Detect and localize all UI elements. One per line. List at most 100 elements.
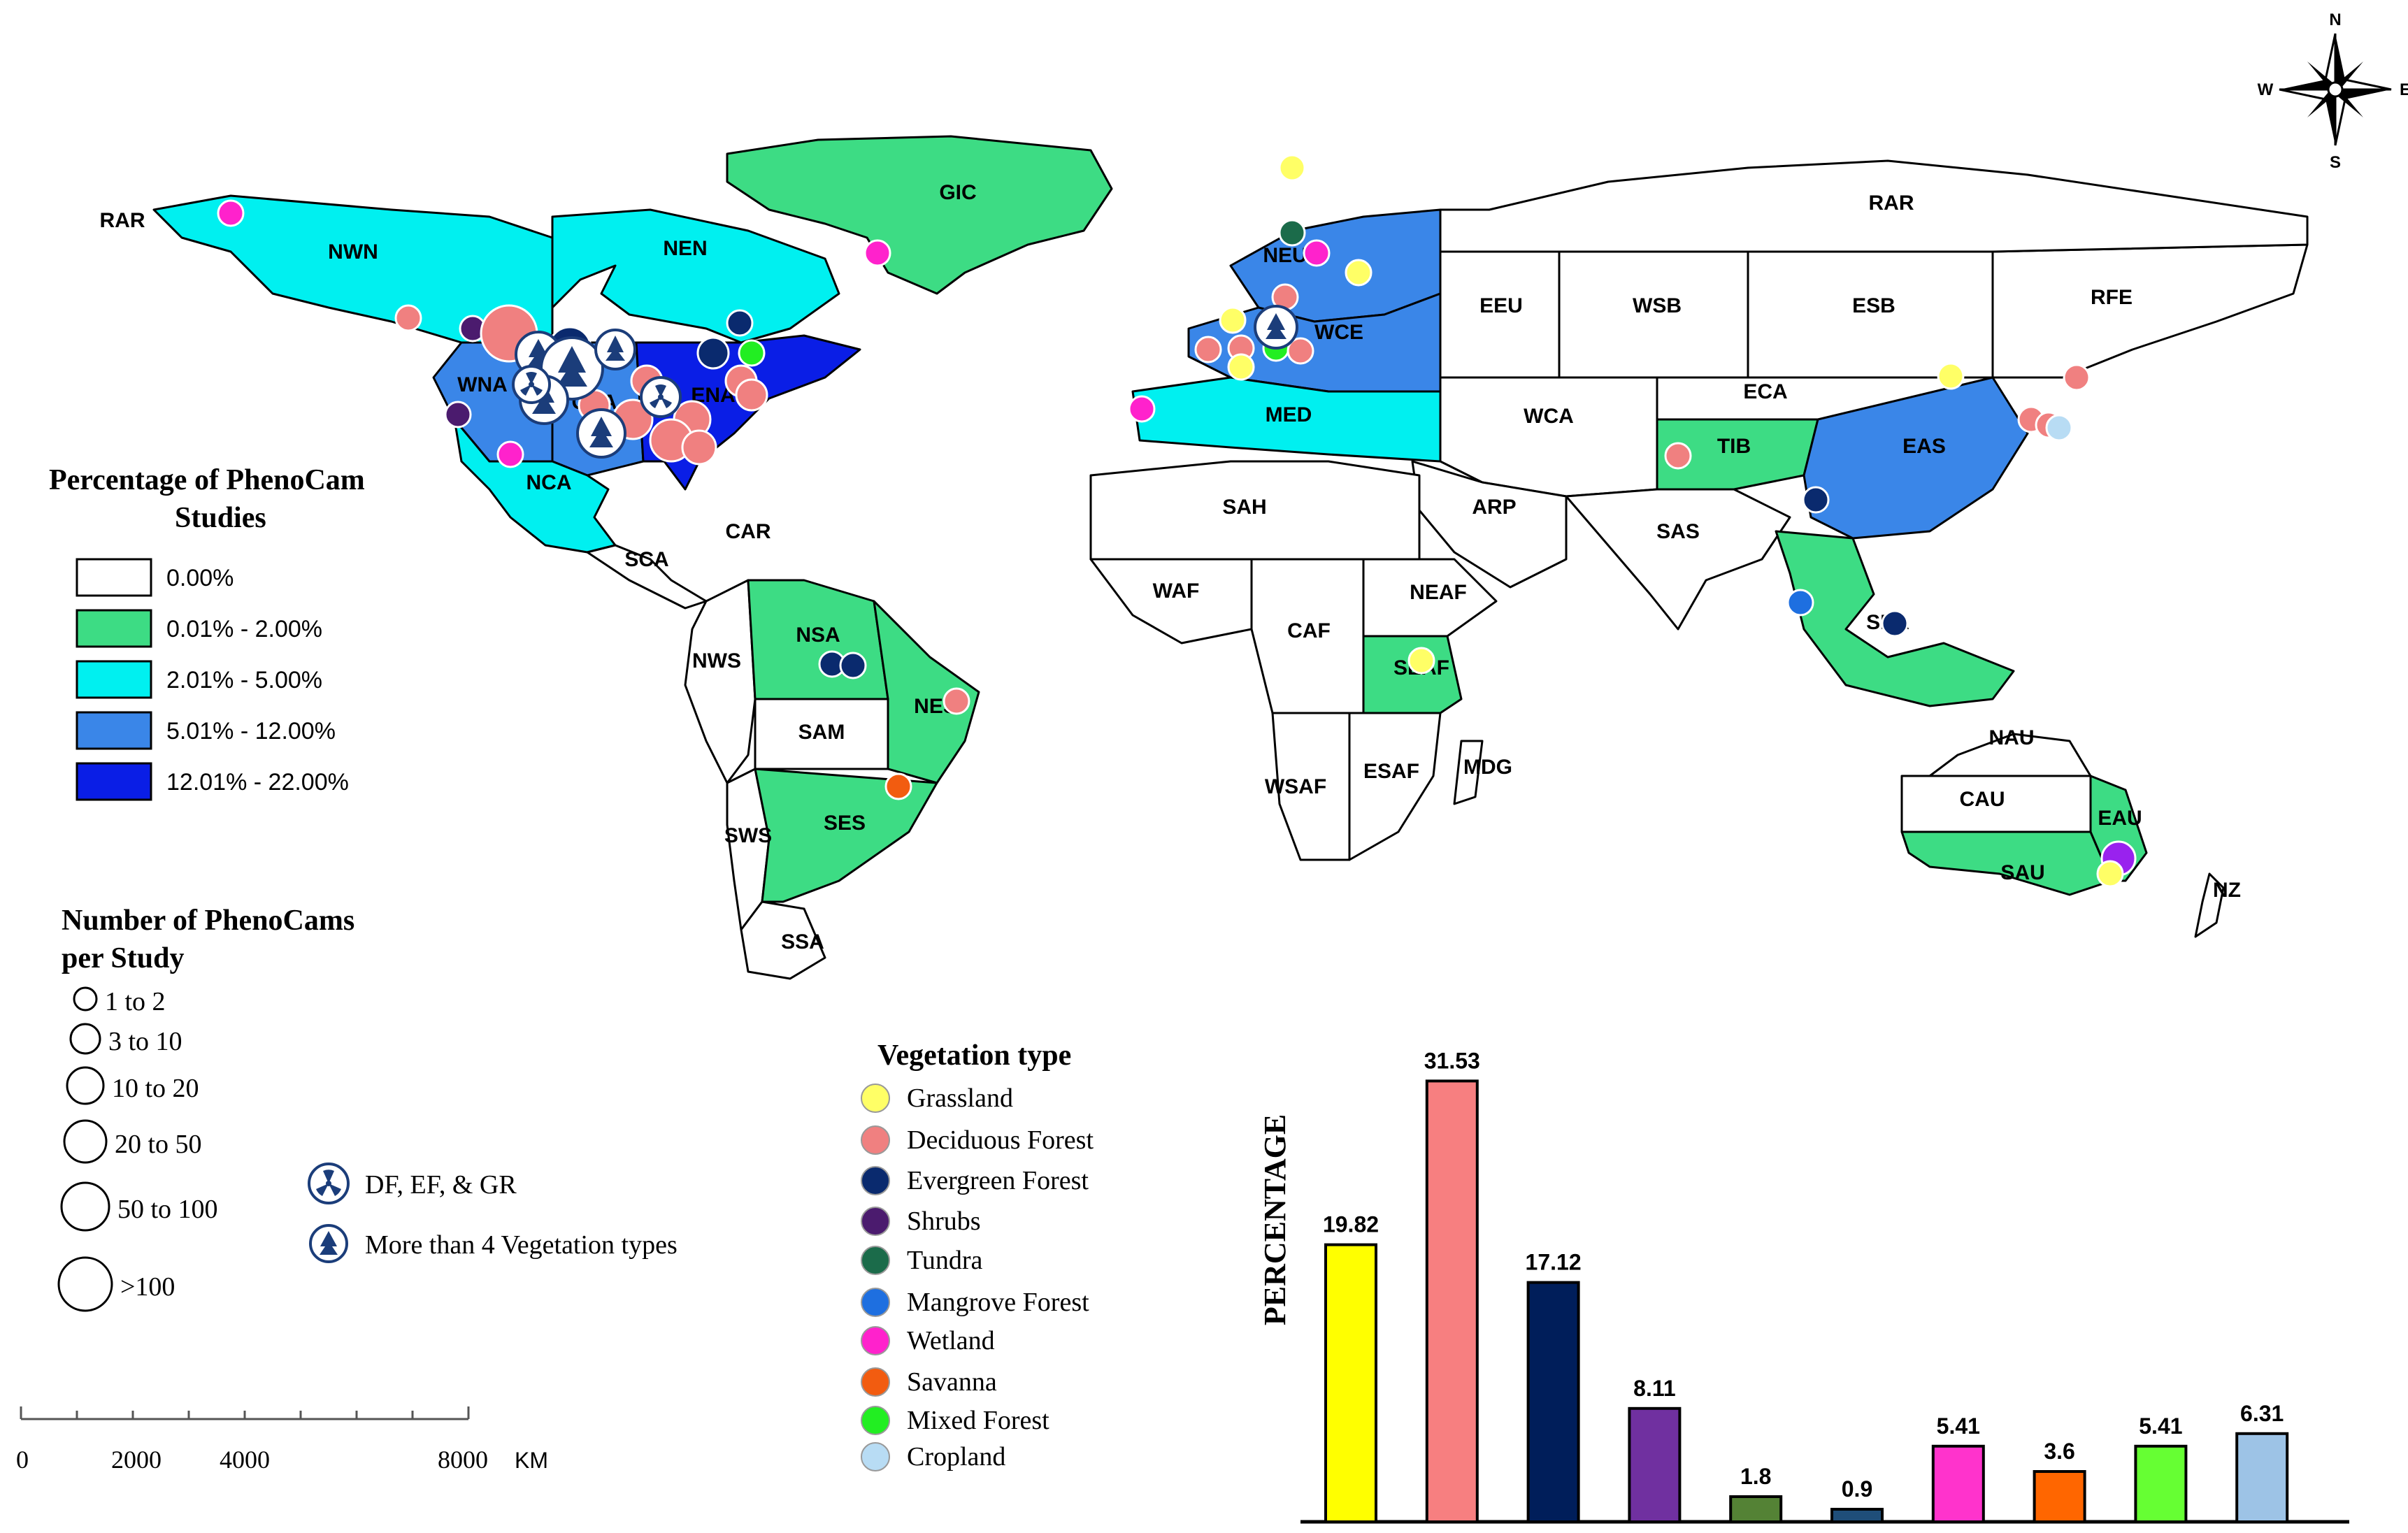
- circle-grassland-seaf: [1407, 647, 1435, 675]
- bar-mangrove-forest: [1830, 1508, 1884, 1523]
- region-SAM: [754, 698, 889, 770]
- circle-grassland-med: [1227, 353, 1255, 381]
- legend-vegetation-label: Cropland: [907, 1442, 1005, 1471]
- compass-south-label: S: [2330, 153, 2341, 172]
- circle-ef-sea: [1881, 610, 1909, 638]
- bar-chart: PERCENTAGE 19.82 31.53 17.12 8.11 1.8 0.9 5.41…: [1258, 1048, 2349, 1524]
- legend-camera-circle: [60, 1181, 110, 1232]
- legend-camera-label: 3 to 10: [108, 1027, 182, 1056]
- legend-camera-circle: [69, 1023, 101, 1055]
- legend-percentage-label: 0.01% - 2.00%: [166, 616, 322, 642]
- north-arrow-icon: N S E W: [2258, 10, 2408, 172]
- legend-percentage-label: 5.01% - 12.00%: [166, 718, 336, 744]
- legend-camera-circle: [73, 986, 98, 1012]
- legend-symbols: DF, EF, & GR More than 4 Vegetation type…: [308, 1163, 678, 1263]
- radiation-symbol-icon: [308, 1163, 350, 1204]
- legend-vegetation-label: Wetland: [907, 1326, 995, 1355]
- region-label-ses: SES: [824, 812, 866, 835]
- scale-unit: KM: [515, 1448, 548, 1473]
- region-SES: [754, 768, 938, 903]
- bar-value-label: 5.41: [1937, 1413, 1980, 1439]
- circle-mangrove-sea: [1786, 589, 1814, 617]
- circle-tundra-neu: [1278, 219, 1306, 247]
- compass-west-label: W: [2258, 80, 2274, 99]
- region-label-eeu: EEU: [1479, 294, 1523, 317]
- map-tree-symbol-5: [576, 408, 626, 459]
- region-TIB: [1656, 418, 1819, 491]
- bar-value-label: 19.82: [1323, 1212, 1379, 1237]
- legend-vegetation-swatch: [861, 1166, 890, 1195]
- legend-vegetation-swatch: [861, 1125, 890, 1155]
- region-label-wsb: WSB: [1633, 294, 1682, 317]
- circle-grassland-wce: [1219, 306, 1247, 334]
- circle-df-nes: [943, 687, 970, 715]
- chart-bars: 19.82 31.53 17.12 8.11 1.8 0.9 5.41 3.6 5.41 6.31: [1323, 1048, 2289, 1524]
- region-label-esb: ESB: [1852, 294, 1895, 317]
- region-NEN: [551, 208, 840, 344]
- scale-tick-0: 0: [16, 1446, 29, 1474]
- region-NEAF: [1362, 558, 1498, 638]
- legend-percentage-label: 2.01% - 5.00%: [166, 667, 322, 693]
- legend-vegetation-swatch: [861, 1207, 890, 1236]
- circle-grassland-eas: [1937, 362, 1965, 390]
- bar-mixed-forest: [2134, 1444, 2188, 1524]
- region-label-nen: NEN: [663, 237, 707, 260]
- legend-cameras-title-1: Number of PhenoCams: [62, 905, 354, 937]
- region-label-neu: NEU: [1263, 244, 1307, 267]
- legend-symbol-tree-label: More than 4 Vegetation types: [365, 1230, 678, 1260]
- legend-percentage-title-2: Studies: [175, 502, 266, 534]
- legend-vegetation-swatch: [861, 1084, 890, 1113]
- bar-savanna: [2033, 1470, 2086, 1523]
- circle-shrubs-wetland-sw: [444, 401, 472, 429]
- region-label-wna: WNA: [457, 373, 508, 396]
- region-label-sws: SWS: [724, 824, 772, 847]
- legend-vegetation-label: Mangrove Forest: [907, 1288, 1089, 1317]
- tree-symbol-icon: [309, 1224, 348, 1263]
- legend-vegetation: Vegetation type Grassland Deciduous Fores…: [861, 1039, 1094, 1471]
- circle-grassland-eau-1: [2096, 860, 2124, 888]
- region-label-esaf: ESAF: [1363, 760, 1419, 783]
- circle-ef-ena-north: [726, 309, 754, 337]
- chart-ylabel: PERCENTAGE: [1258, 1114, 1292, 1325]
- bar-tundra: [1729, 1495, 1783, 1523]
- region-label-eas: EAS: [1902, 435, 1946, 458]
- legend-percentage-label: 12.01% - 22.00%: [166, 769, 349, 796]
- legend-percentage-swatch: [76, 711, 152, 750]
- region-ESAF: [1348, 712, 1442, 861]
- region-label-nca: NCA: [526, 471, 572, 494]
- region-label-cau: CAU: [1960, 788, 2005, 811]
- map-special-symbols: [512, 305, 1298, 459]
- circle-grassland-neu: [1345, 259, 1373, 287]
- region-label-waf: WAF: [1153, 580, 1200, 603]
- region-label-nsa: NSA: [796, 624, 840, 647]
- bar-wetland: [1931, 1444, 1985, 1524]
- region-SSA: [740, 900, 826, 980]
- region-label-wce: WCE: [1314, 321, 1363, 344]
- region-WSAF: [1271, 712, 1351, 861]
- circle-df-nwn: [394, 304, 422, 332]
- circle-wetland-nca: [496, 440, 524, 468]
- region-ARP: [1411, 460, 1568, 589]
- bar-value-label: 31.53: [1424, 1048, 1480, 1073]
- region-label-sah: SAH: [1222, 496, 1266, 519]
- legend-vegetation-swatch: [861, 1442, 890, 1471]
- legend-camera-count: Number of PhenoCams per Study 1 to 2 3 to…: [57, 905, 354, 1312]
- scale-tick-2000: 2000: [111, 1446, 162, 1474]
- legend-cameras-title-2: per Study: [62, 942, 184, 974]
- legend-vegetation-label: Grassland: [907, 1084, 1013, 1113]
- region-SEAF: [1362, 635, 1463, 714]
- region-SAS: [1565, 488, 1791, 631]
- legend-percentage: Percentage of PhenoCam Studies 0.00% 0.01…: [49, 464, 365, 801]
- region-label-sam: SAM: [798, 721, 845, 744]
- region-label-wsaf: WSAF: [1265, 775, 1326, 798]
- legend-vegetation-swatch: [861, 1246, 890, 1275]
- bar-evergreen-forest: [1526, 1281, 1580, 1523]
- region-label-car: CAR: [726, 520, 771, 543]
- legend-camera-circle: [57, 1256, 113, 1312]
- legend-camera-label: 50 to 100: [117, 1195, 218, 1224]
- legend-vegetation-label: Evergreen Forest: [907, 1166, 1089, 1195]
- region-label-eau: EAU: [2098, 807, 2142, 830]
- bar-value-label: 3.6: [2044, 1439, 2074, 1464]
- legend-percentage-swatch: [76, 609, 152, 648]
